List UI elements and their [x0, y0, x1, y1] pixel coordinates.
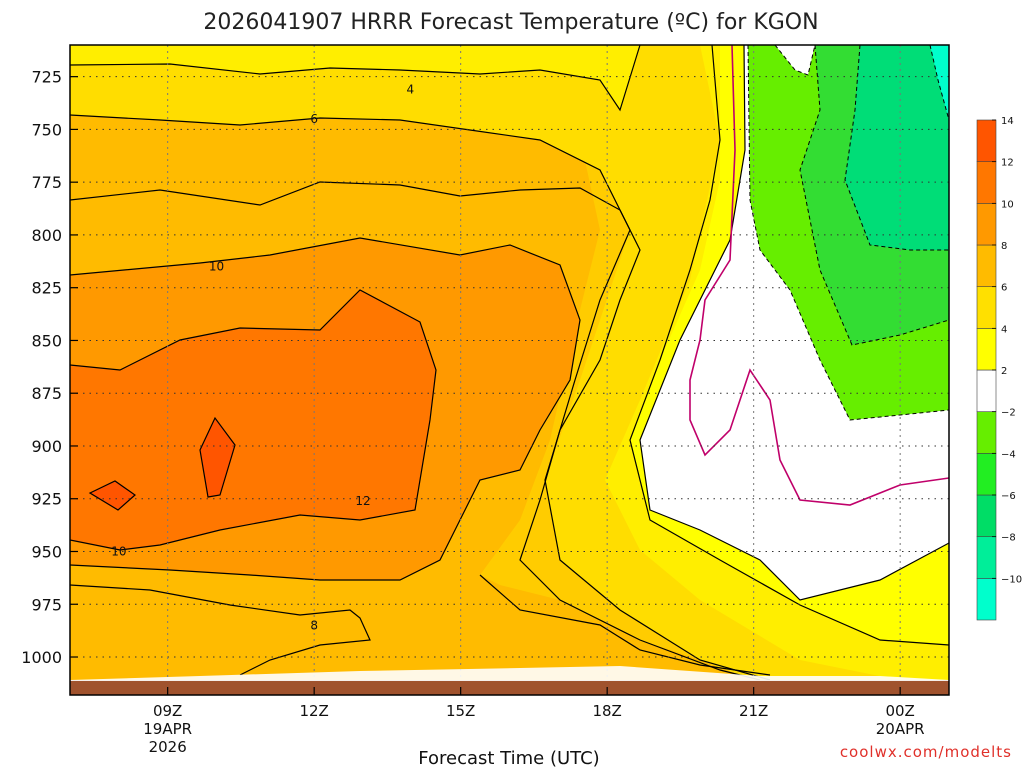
band-minus6: [845, 45, 949, 250]
x-tick-label: 12Z: [299, 702, 328, 720]
colorbar-label: −6: [1001, 491, 1016, 502]
colorbar-segment: [976, 453, 997, 496]
colorbar-label: 10: [1001, 199, 1014, 210]
colorbar-segment: [976, 494, 997, 537]
contour-labels: 4 6 10 12 10 8: [111, 82, 414, 632]
plot-area: [70, 45, 949, 695]
colorbar-label: −10: [1001, 574, 1022, 585]
contour-label: 10: [111, 544, 126, 558]
y-tick-label: 1000: [21, 648, 62, 667]
colorbar-segment: [976, 203, 997, 246]
colorbar-label: 6: [1001, 283, 1007, 294]
chart-title: 2026041907 HRRR Forecast Temperature (ºC…: [203, 10, 818, 35]
colorbar-label: 8: [1001, 241, 1007, 252]
colorbar-label: 4: [1001, 324, 1007, 335]
colorbar-label: 12: [1001, 158, 1014, 169]
colorbar-label: 14: [1001, 116, 1014, 127]
x-tick-label: 18Z: [592, 702, 621, 720]
colorbar-label: −4: [1001, 449, 1016, 460]
x-tick-label: 15Z: [446, 702, 475, 720]
colorbar-label: −2: [1001, 408, 1016, 419]
zero-contour: [689, 45, 949, 506]
contour-label: 12: [355, 494, 370, 508]
x-tick-label: 09Z: [153, 702, 182, 720]
y-tick-label: 975: [31, 595, 62, 614]
y-tick-label: 775: [31, 173, 62, 192]
x-tick-label: 21Z: [739, 702, 768, 720]
y-tick-label: 800: [31, 226, 62, 245]
colorbar-segment: [976, 411, 997, 454]
y-tick-label: 725: [31, 68, 62, 87]
y-tick-label: 850: [31, 331, 62, 350]
colorbar-segment: [976, 578, 997, 621]
credit-text: coolwx.com/modelts: [840, 743, 1012, 761]
colorbar-segment: [976, 244, 997, 287]
colorbar: −10 −8 −6 −4 −2 2 4 6 8 10 12 14: [976, 116, 1022, 621]
colorbar-segment: [976, 369, 997, 412]
contour-label: 4: [407, 82, 415, 96]
y-tick-label: 750: [31, 120, 62, 139]
y-tick-label: 925: [31, 490, 62, 509]
y-tick-label: 875: [31, 384, 62, 403]
band-white-notch: [775, 45, 815, 75]
y-tick-label: 900: [31, 437, 62, 456]
x-tick-label: 2026: [149, 738, 187, 756]
colorbar-label: −8: [1001, 533, 1016, 544]
colorbar-segment: [976, 536, 997, 579]
colorbar-segment: [976, 161, 997, 204]
y-axis: 725 750 775 800 825 850 875 900 925 950 975 1000: [21, 68, 78, 667]
ground: [70, 680, 949, 695]
y-tick-label: 825: [31, 279, 62, 298]
x-axis-title: Forecast Time (UTC): [418, 748, 599, 768]
contour-label: 8: [310, 618, 318, 632]
y-tick-label: 950: [31, 542, 62, 561]
band-14-a: [200, 418, 235, 497]
colorbar-segment: [976, 286, 997, 329]
plot-border: [69, 44, 950, 696]
colorbar-segment: [976, 328, 997, 371]
colorbar-label: 2: [1001, 366, 1007, 377]
x-tick-label: 00Z: [885, 702, 914, 720]
x-tick-label: 19APR: [143, 720, 192, 738]
contour-label: 6: [310, 112, 318, 126]
colorbar-segment: [976, 119, 997, 162]
band-12-14: [70, 290, 436, 550]
ground-edge: [70, 666, 949, 681]
gridlines: [70, 45, 949, 695]
contour-label: 10: [209, 260, 224, 274]
x-tick-label: 20APR: [876, 720, 925, 738]
